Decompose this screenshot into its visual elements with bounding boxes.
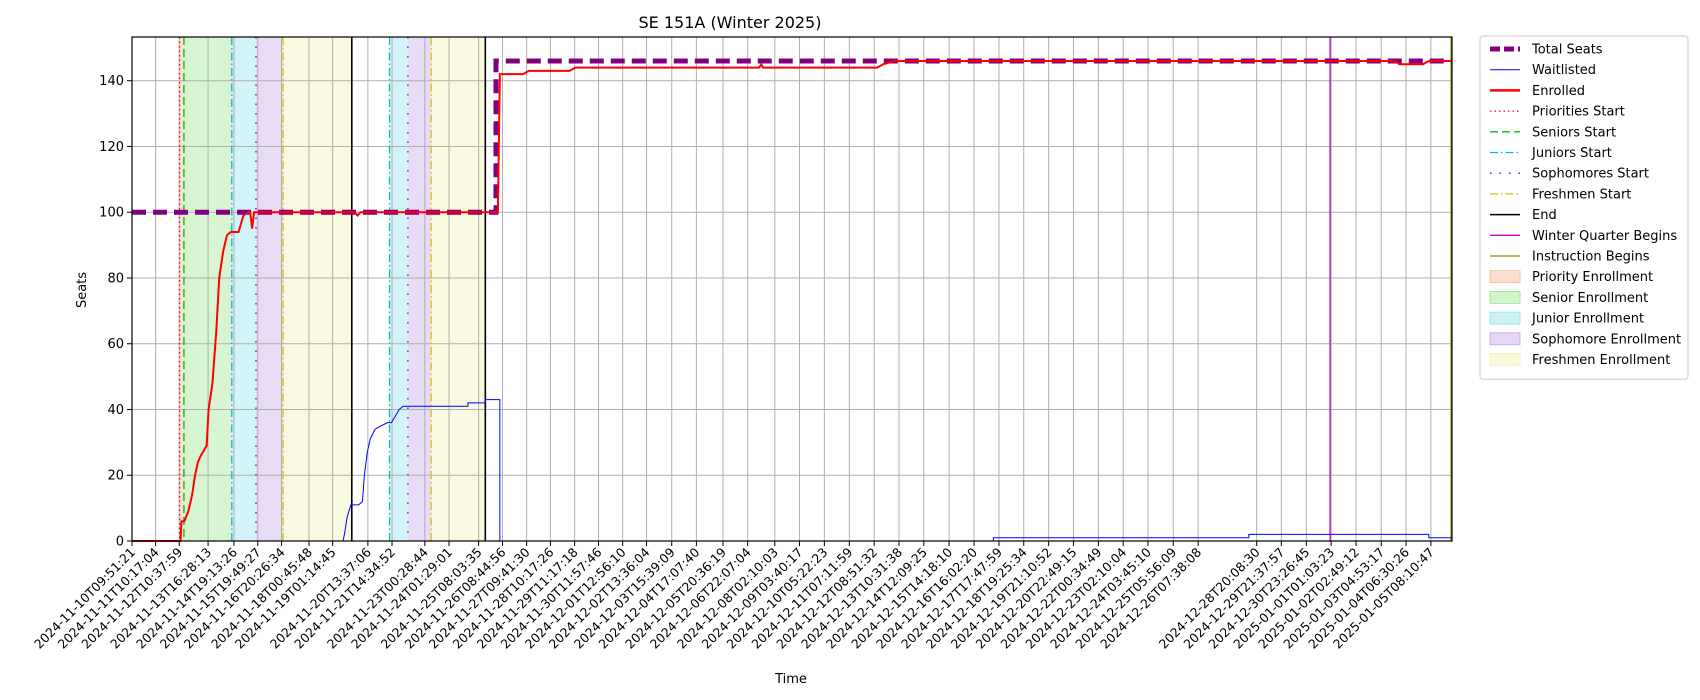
- enrollment-span-6: [407, 37, 432, 541]
- legend-label-freshmen-start: Freshmen Start: [1532, 187, 1631, 202]
- enrollment-span-0: [179, 37, 184, 541]
- legend-label-priorities-start: Priorities Start: [1532, 105, 1625, 120]
- enrollment-span-7: [431, 37, 486, 541]
- y-tick-label-0: 0: [116, 535, 124, 550]
- event-markers: [178, 37, 1452, 541]
- enrollment-spans: [179, 37, 486, 541]
- y-tick-label-7: 140: [99, 74, 124, 89]
- legend-label-priority-enrollment: Priority Enrollment: [1532, 270, 1653, 285]
- legend-label-end: End: [1532, 208, 1557, 223]
- y-tick-label-6: 120: [99, 140, 124, 155]
- legend-label-enrolled: Enrolled: [1532, 84, 1585, 99]
- legend-label-winter-quarter-begins: Winter Quarter Begins: [1532, 229, 1677, 244]
- x-axis-label: Time: [774, 672, 807, 687]
- legend: Total Seats Waitlisted Enrolled Priorities …: [1479, 35, 1689, 380]
- legend-label-waitlisted: Waitlisted: [1532, 63, 1596, 78]
- legend-label-junior-enrollment: Junior Enrollment: [1531, 312, 1644, 327]
- legend-label-instruction-begins: Instruction Begins: [1532, 250, 1650, 265]
- legend-box: [1479, 35, 1689, 380]
- enrollment-span-5: [389, 37, 408, 541]
- y-tick-label-3: 60: [107, 337, 124, 352]
- legend-label-seniors-start: Seniors Start: [1532, 125, 1616, 140]
- legend-swatch-freshmen-enrollment: [1489, 353, 1521, 366]
- series-enrolled: [132, 60, 1452, 542]
- y-tick-label-2: 40: [107, 403, 124, 418]
- plot-frame: [131, 36, 1453, 542]
- legend-swatch-senior-enrollment: [1489, 290, 1521, 304]
- chart-title: SE 151A (Winter 2025): [639, 13, 822, 32]
- x-axis: 2024-11-10T09:51:212024-11-11T10:17:0420…: [31, 541, 1437, 652]
- legend-label-juniors-start: Juniors Start: [1531, 146, 1612, 161]
- legend-swatch-sophomore-enrollment: [1489, 332, 1521, 346]
- legend-swatch-priority-enrollment: [1489, 270, 1521, 284]
- legend-swatch-junior-enrollment: [1489, 311, 1521, 325]
- y-tick-label-4: 80: [107, 271, 124, 286]
- enrollment-span-4: [283, 37, 352, 541]
- y-tick-label-1: 20: [107, 469, 124, 484]
- legend-label-senior-enrollment: Senior Enrollment: [1532, 291, 1648, 306]
- series-waitlisted: [132, 399, 1452, 542]
- legend-label-total-seats: Total Seats: [1531, 43, 1603, 58]
- series-lines: [132, 58, 1452, 542]
- plot-area: [131, 36, 1453, 542]
- legend-label-sophomore-enrollment: Sophomore Enrollment: [1532, 332, 1681, 347]
- legend-label-freshmen-enrollment: Freshmen Enrollment: [1532, 353, 1670, 368]
- y-axis-label: Seats: [75, 272, 90, 308]
- enrollment-span-2: [231, 37, 256, 541]
- y-axis: 0 20 40 60 80 100 120 140: [99, 74, 132, 550]
- legend-label-sophomores-start: Sophomores Start: [1532, 167, 1649, 182]
- enrollment-span-3: [255, 37, 284, 541]
- y-tick-label-5: 100: [99, 206, 124, 221]
